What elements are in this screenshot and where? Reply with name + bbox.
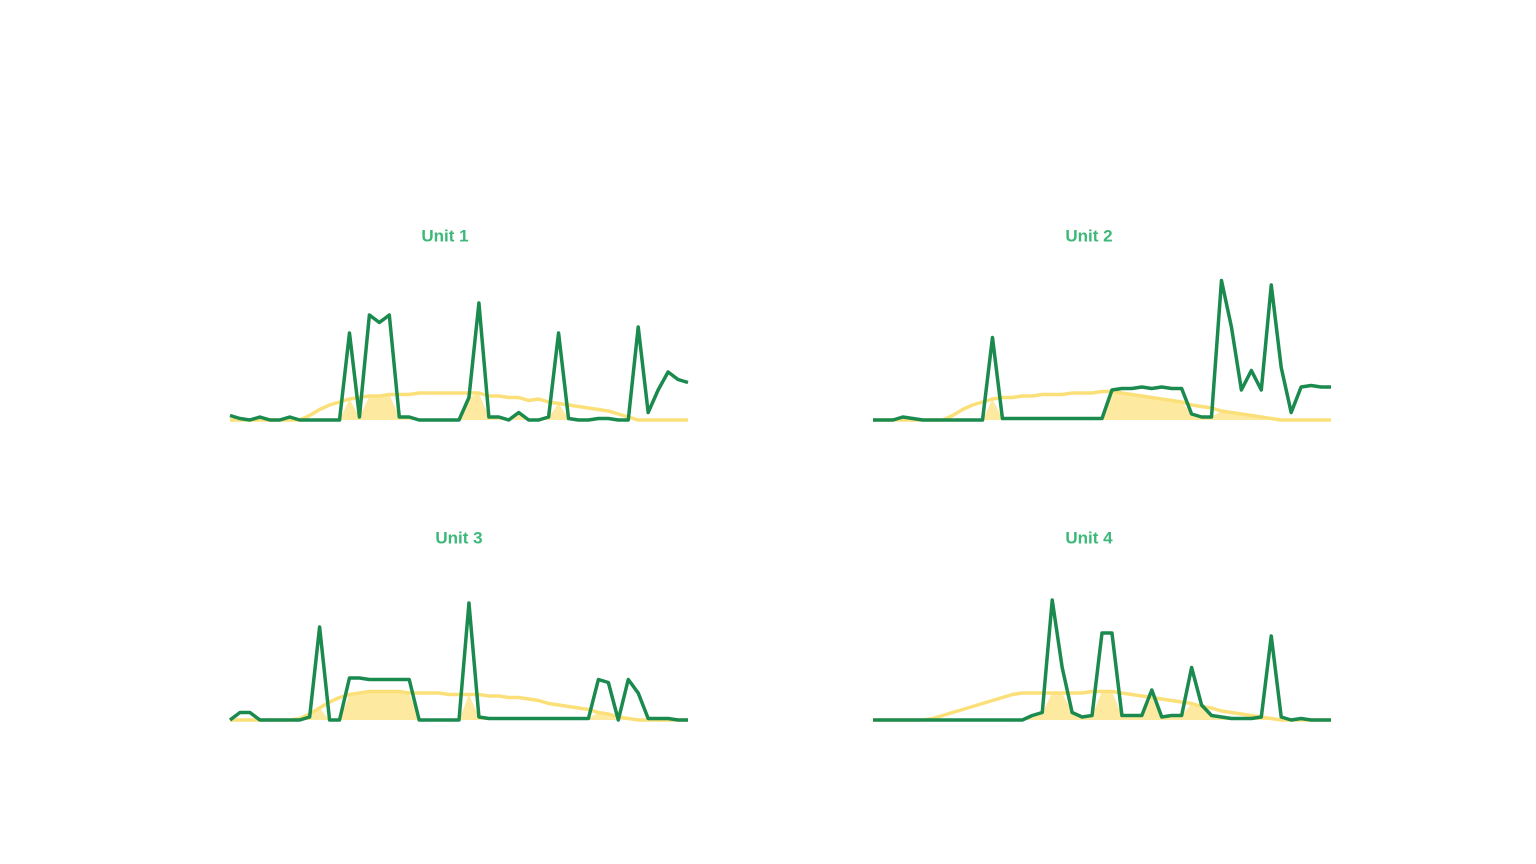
chart-title: Unit 1 [421,226,468,245]
chart-title: Unit 3 [435,528,482,547]
overlap-area [873,391,1331,420]
series-line [873,598,1331,722]
series-line [229,301,689,422]
overlap-area [873,691,1331,720]
overlap-area [230,691,688,720]
chart-title: Unit 2 [1065,226,1112,245]
overlap-area [230,393,688,420]
series-line [230,391,688,422]
series-line [228,601,688,722]
series-line [873,389,1331,422]
series-line [873,689,1331,722]
series-line [230,689,688,722]
series-line [873,278,1331,422]
chart-title: Unit 4 [1065,528,1113,547]
